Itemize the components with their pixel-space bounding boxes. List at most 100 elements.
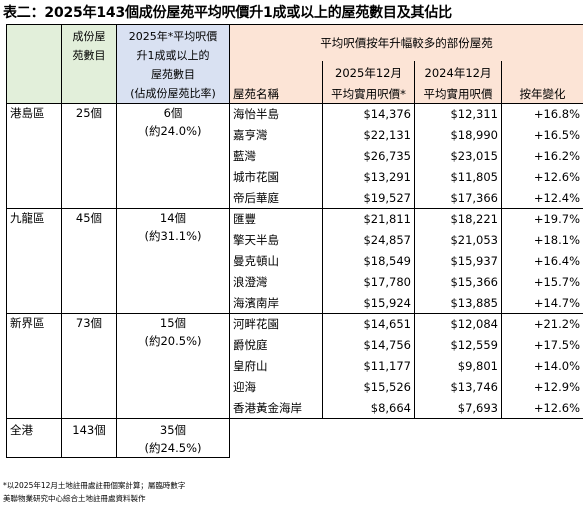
yoy-change: +16.4% [501, 250, 583, 272]
table-row: 九龍區 45個 14個 (約31.1%) 匯豐 $21,811 $18,221 … [6, 208, 583, 314]
table-row: 嘉亨灣 $22,131 $18,990 +16.5% [7, 124, 583, 146]
table-row: 皇府山 $11,177 $9,801 +14.0% [7, 355, 583, 377]
price-2025: $14,756 [322, 334, 415, 356]
yoy-change: +16.2% [501, 145, 583, 167]
yoy-change: +21.2% [501, 313, 583, 335]
estate-name: 迎海 [229, 376, 323, 398]
price-2025: $24,857 [322, 229, 415, 251]
estate-price-table: 成份屋苑數目 2025年*平均呎價 升1成或以上的 屋苑數目 (佔成份屋苑比率)… [6, 24, 583, 458]
header-dec2025-line1: 2025年12月 [322, 60, 415, 85]
price-2024: $7,693 [414, 397, 502, 419]
table-row: 浪澄灣 $17,780 $15,366 +15.7% [7, 271, 583, 293]
estate-name: 匯豐 [229, 208, 323, 230]
yoy-change: +14.0% [501, 355, 583, 377]
price-2024: $21,053 [414, 229, 502, 251]
yoy-change: +16.5% [501, 124, 583, 146]
region-up: 6個 (約24.0%) [116, 103, 230, 209]
estate-name: 皇府山 [229, 355, 323, 377]
price-2025: $14,376 [322, 103, 415, 125]
price-2025: $13,291 [322, 166, 415, 188]
header-up10-line1: 2025年*平均呎價 [128, 30, 218, 43]
header-yoy: 按年變化 [501, 60, 583, 104]
price-2024: $15,366 [414, 271, 502, 293]
price-2025: $14,651 [322, 313, 415, 335]
price-2025: $18,549 [322, 250, 415, 272]
table-row: 港島區 25個 6個 (約24.0%) 海怡半島 $14,376 $12,311… [6, 103, 583, 209]
region-up-ratio: (約24.0%) [144, 124, 202, 138]
yoy-change: +15.7% [501, 271, 583, 293]
yoy-change: +12.9% [501, 376, 583, 398]
estate-name: 海怡半島 [229, 103, 323, 125]
region-up-count: 15個 [159, 316, 187, 330]
total-row: 全港 143個 35個 (約24.5%) [6, 418, 583, 458]
region-up: 15個 (約20.5%) [116, 313, 230, 419]
yoy-change: +17.5% [501, 334, 583, 356]
table-row: 帝后華庭 $19,527 $17,366 +12.4% [7, 187, 583, 209]
total-name: 全港 [6, 418, 62, 458]
footnote-provisional: *以2025年12月土地註冊處註冊個案計算；屬臨時數字 [3, 481, 186, 490]
header-count: 成份屋苑數目 [61, 24, 117, 104]
price-2025: $15,526 [322, 376, 415, 398]
region-count: 45個 [61, 208, 117, 314]
estate-name: 爵悅庭 [229, 334, 323, 356]
estate-name: 海濱南岸 [229, 292, 323, 314]
estate-name: 擎天半島 [229, 229, 323, 251]
region-up-ratio: (約31.1%) [144, 229, 202, 243]
header-region [6, 24, 62, 104]
estate-name: 曼克頓山 [229, 250, 323, 272]
table-row: 香港黃金海岸 $8,664 $7,693 +12.6% [7, 397, 583, 419]
region-count: 25個 [61, 103, 117, 209]
price-2025: $8,664 [322, 397, 415, 419]
header-up10-line3: 屋苑數目 [151, 68, 195, 81]
header-up10: 2025年*平均呎價 升1成或以上的 屋苑數目 (佔成份屋苑比率) [116, 24, 230, 104]
header-dec2025-line2: 平均實用呎價* [322, 85, 415, 104]
price-2024: $12,311 [414, 103, 502, 125]
header-up10-line4: (佔成份屋苑比率) [130, 87, 216, 100]
price-2024: $13,746 [414, 376, 502, 398]
region-name: 港島區 [6, 103, 62, 209]
header-up10-line2: 升1成或以上的 [136, 49, 210, 62]
table-row: 藍灣 $26,735 $23,015 +16.2% [7, 145, 583, 167]
price-2024: $13,885 [414, 292, 502, 314]
price-2024: $18,990 [414, 124, 502, 146]
total-up-count: 35個 [159, 423, 187, 437]
yoy-change: +19.7% [501, 208, 583, 230]
yoy-change: +16.8% [501, 103, 583, 125]
table-row: 新界區 73個 15個 (約20.5%) 河畔花園 $14,651 $12,08… [6, 313, 583, 419]
price-2024: $18,221 [414, 208, 502, 230]
region-name: 九龍區 [6, 208, 62, 314]
region-name: 新界區 [6, 313, 62, 419]
footnote-source: 美聯物業研究中心綜合土地註冊處資料製作 [3, 494, 146, 503]
price-2024: $15,937 [414, 250, 502, 272]
estate-name: 嘉亨灣 [229, 124, 323, 146]
price-2024: $12,084 [414, 313, 502, 335]
price-2024: $12,559 [414, 334, 502, 356]
price-2024: $23,015 [414, 145, 502, 167]
table-row: 曼克頓山 $18,549 $15,937 +16.4% [7, 250, 583, 272]
header-group: 平均呎價按年升幅較多的部份屋苑 [229, 24, 583, 61]
price-2025: $15,924 [322, 292, 415, 314]
region-up-count: 6個 [163, 106, 183, 120]
region-up-count: 14個 [159, 211, 187, 225]
table-row: 擎天半島 $24,857 $21,053 +18.1% [7, 229, 583, 251]
price-2025: $21,811 [322, 208, 415, 230]
header-dec2024-line1: 2024年12月 [414, 60, 502, 85]
estate-name: 帝后華庭 [229, 187, 323, 209]
table-row: 迎海 $15,526 $13,746 +12.9% [7, 376, 583, 398]
price-2024: $11,805 [414, 166, 502, 188]
price-2024: $9,801 [414, 355, 502, 377]
header-estate: 屋苑名稱 [229, 60, 323, 104]
price-2024: $17,366 [414, 187, 502, 209]
total-empty [229, 418, 583, 458]
region-up-ratio: (約20.5%) [144, 334, 202, 348]
estate-name: 河畔花園 [229, 313, 323, 335]
estate-name: 藍灣 [229, 145, 323, 167]
price-2025: $26,735 [322, 145, 415, 167]
price-2025: $11,177 [322, 355, 415, 377]
estate-name: 城市花園 [229, 166, 323, 188]
yoy-change: +14.7% [501, 292, 583, 314]
estate-name: 香港黃金海岸 [229, 397, 323, 419]
yoy-change: +12.6% [501, 166, 583, 188]
yoy-change: +12.6% [501, 397, 583, 419]
yoy-change: +18.1% [501, 229, 583, 251]
